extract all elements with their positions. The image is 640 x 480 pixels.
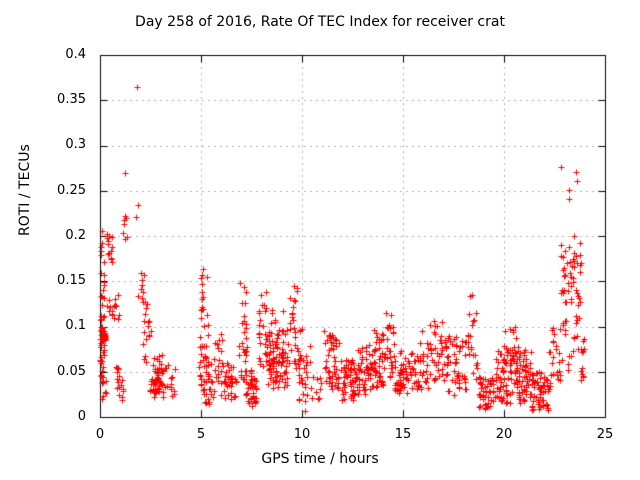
x-tick-label-0: 0 [95, 427, 105, 442]
y-tick-label-01: 0.1 [65, 318, 86, 333]
x-axis-label: GPS time / hours [261, 451, 379, 467]
x-tick-label-25: 25 [596, 427, 614, 442]
y-tick-label-0: 0 [77, 409, 86, 424]
x-tick-label-15: 15 [394, 427, 412, 442]
y-tick-label-015: 0.15 [57, 273, 86, 288]
y-tick-label-04: 0.4 [65, 47, 86, 62]
x-tick-label-20: 20 [495, 427, 513, 442]
y-tick-label-03: 0.3 [65, 137, 86, 152]
y-tick-label-02: 0.2 [65, 228, 86, 243]
chart-title: Day 258 of 2016, Rate Of TEC Index for r… [135, 14, 505, 30]
y-tick-label-035: 0.35 [57, 92, 86, 107]
x-tick-label-5: 5 [196, 427, 206, 442]
x-tick-label-10: 10 [293, 427, 311, 442]
y-tick-label-025: 0.25 [57, 183, 86, 198]
y-tick-label-005: 0.05 [57, 364, 86, 379]
